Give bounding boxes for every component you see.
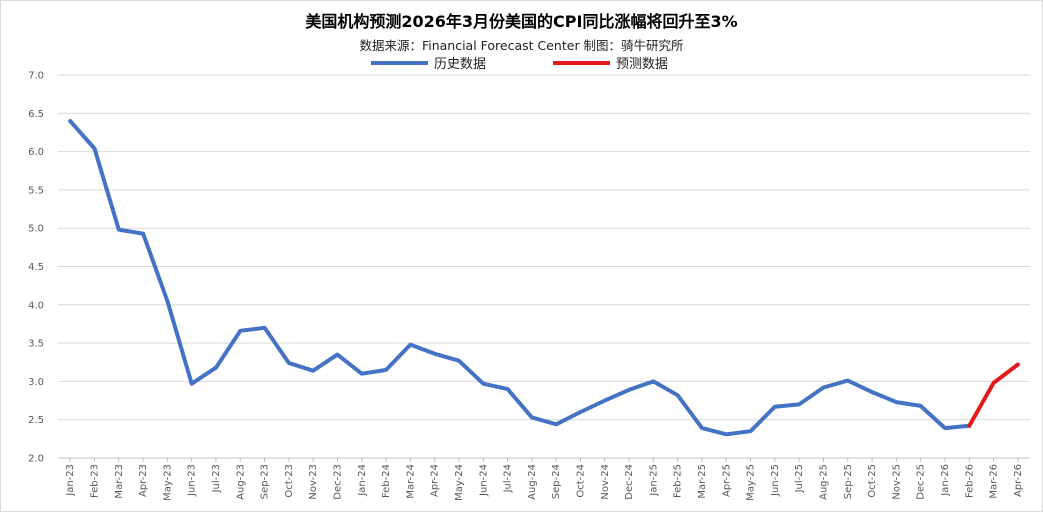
y-tick-label: 5.5 bbox=[28, 185, 44, 196]
x-tick-label: May-23 bbox=[162, 464, 173, 501]
x-tick-label: Feb-24 bbox=[381, 464, 392, 498]
x-tick-label: Mar-26 bbox=[989, 464, 1000, 499]
x-tick-label: Aug-25 bbox=[818, 464, 829, 500]
y-tick-label: 6.0 bbox=[28, 147, 44, 158]
x-tick-label: Apr-26 bbox=[1013, 464, 1024, 497]
legend-item-history: 历史数据 bbox=[371, 53, 486, 72]
x-tick-label: Nov-25 bbox=[891, 464, 902, 500]
y-tick-label: 2.0 bbox=[28, 454, 44, 465]
x-tick-label: Oct-23 bbox=[284, 464, 295, 498]
x-tick-label: Jul-23 bbox=[211, 464, 222, 493]
x-tick-label: Sep-24 bbox=[551, 464, 562, 499]
x-tick-label: Mar-24 bbox=[405, 464, 416, 499]
legend-label-forecast: 预测数据 bbox=[616, 57, 669, 72]
x-tick-label: Nov-24 bbox=[600, 464, 611, 500]
x-tick-label: Apr-25 bbox=[721, 464, 732, 497]
x-tick-label: Jun-25 bbox=[770, 464, 781, 497]
x-tick-label: Feb-26 bbox=[964, 464, 975, 498]
chart-legend: 历史数据 预测数据 bbox=[0, 53, 1043, 72]
x-tick-label: Aug-23 bbox=[235, 464, 246, 500]
y-tick-label: 7.0 bbox=[28, 71, 44, 82]
x-tick-label: Sep-23 bbox=[260, 464, 271, 499]
y-tick-label: 6.5 bbox=[28, 109, 44, 120]
x-tick-label: Dec-25 bbox=[916, 464, 927, 500]
x-tick-label: Nov-23 bbox=[308, 464, 319, 500]
x-tick-label: May-25 bbox=[746, 464, 757, 501]
x-tick-label: Jan-23 bbox=[65, 464, 76, 497]
y-tick-label: 3.5 bbox=[28, 339, 44, 350]
x-tick-label: Feb-23 bbox=[89, 464, 100, 498]
x-tick-label: Jan-26 bbox=[940, 464, 951, 497]
x-tick-label: Mar-25 bbox=[697, 464, 708, 499]
x-tick-label: Feb-25 bbox=[673, 464, 684, 498]
y-tick-label: 4.5 bbox=[28, 262, 44, 273]
chart-subtitle: 数据来源：Financial Forecast Center 制图：骑牛研究所 bbox=[359, 38, 684, 53]
x-tick-label: Jan-24 bbox=[357, 464, 368, 497]
legend-swatch-forecast bbox=[553, 60, 610, 65]
chart-title: 美国机构预测2026年3月份美国的CPI同比涨幅将回升至3% bbox=[305, 12, 738, 31]
x-tick-label: Dec-23 bbox=[332, 464, 343, 500]
x-tick-label: Oct-24 bbox=[575, 464, 586, 498]
x-tick-label: Sep-25 bbox=[843, 464, 854, 499]
y-tick-label: 4.0 bbox=[28, 300, 44, 311]
x-tick-label: Jun-24 bbox=[478, 464, 489, 497]
series-line-forecast bbox=[967, 362, 1020, 428]
legend-item-forecast: 预测数据 bbox=[553, 53, 668, 72]
x-tick-label: Apr-23 bbox=[138, 464, 149, 497]
x-tick-label: Apr-24 bbox=[430, 464, 441, 497]
x-tick-label: Dec-24 bbox=[624, 464, 635, 500]
x-tick-label: Jan-25 bbox=[648, 464, 659, 497]
x-tick-label: Aug-24 bbox=[527, 464, 538, 500]
legend-swatch-history bbox=[371, 60, 428, 65]
x-tick-label: Jul-24 bbox=[503, 464, 514, 493]
x-tick-label: Jul-25 bbox=[794, 464, 805, 493]
legend-label-history: 历史数据 bbox=[434, 57, 487, 72]
x-tick-label: Jun-23 bbox=[187, 464, 198, 497]
y-tick-label: 3.0 bbox=[28, 377, 44, 388]
x-tick-label: May-24 bbox=[454, 464, 465, 501]
y-tick-label: 2.5 bbox=[28, 415, 44, 426]
x-tick-label: Oct-25 bbox=[867, 464, 878, 498]
y-tick-label: 5.0 bbox=[28, 224, 44, 235]
series-line-history bbox=[68, 119, 972, 437]
x-tick-label: Mar-23 bbox=[114, 464, 125, 499]
